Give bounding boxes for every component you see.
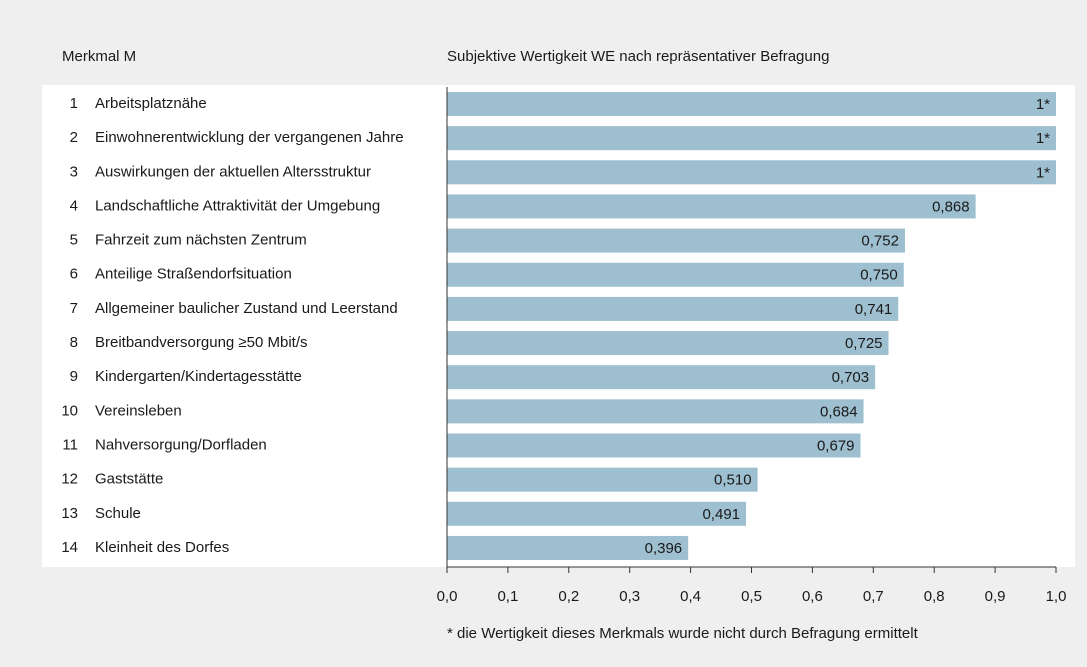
value-label: 0,752 [861, 233, 899, 250]
chart-title: Subjektive Wertigkeit WE nach repräsenta… [447, 48, 829, 65]
column-header: Merkmal M [62, 48, 136, 65]
category-label: Auswirkungen der aktuellen Altersstruktu… [95, 163, 371, 180]
bar [447, 535, 689, 560]
x-tick-label: 0,5 [741, 588, 762, 605]
row-number: 7 [70, 300, 78, 317]
bar [447, 467, 758, 492]
value-label: 0,510 [714, 472, 752, 489]
category-label: Breitbandversorgung ≥50 Mbit/s [95, 334, 308, 351]
bar [447, 399, 864, 424]
category-label: Allgemeiner baulicher Zustand und Leerst… [95, 300, 398, 317]
row-number: 5 [70, 232, 78, 249]
x-tick-label: 0,3 [619, 588, 640, 605]
panel [42, 85, 1075, 567]
value-label: 1* [1036, 96, 1050, 113]
x-tick-label: 0,0 [437, 588, 458, 605]
bar [447, 126, 1056, 151]
row-number: 2 [70, 129, 78, 146]
bar [447, 194, 976, 219]
value-label: 0,725 [845, 335, 883, 352]
bar [447, 433, 861, 458]
x-tick-label: 0,6 [802, 588, 823, 605]
row-number: 12 [61, 471, 78, 488]
value-label: 1* [1036, 164, 1050, 181]
footnote: * die Wertigkeit dieses Merkmals wurde n… [447, 625, 919, 642]
x-tick-label: 0,4 [680, 588, 701, 605]
row-number: 14 [61, 539, 78, 556]
row-number: 11 [62, 436, 78, 453]
bar [447, 92, 1056, 116]
row-number: 13 [61, 505, 78, 522]
row-number: 8 [70, 334, 78, 351]
category-label: Arbeitsplatznähe [95, 95, 207, 112]
bar [447, 228, 905, 253]
row-number: 4 [70, 197, 78, 214]
row-number: 1 [70, 95, 78, 112]
value-label: 0,679 [817, 437, 855, 454]
x-tick-label: 0,2 [558, 588, 579, 605]
category-label: Gaststätte [95, 471, 163, 488]
category-label: Anteilige Straßendorfsituation [95, 266, 292, 283]
bar [447, 296, 899, 321]
category-label: Schule [95, 505, 141, 522]
bar [447, 365, 876, 390]
bar [447, 501, 747, 526]
row-number: 3 [70, 163, 78, 180]
row-number: 10 [61, 402, 78, 419]
x-tick-label: 0,8 [924, 588, 945, 605]
x-tick-label: 1,0 [1046, 588, 1067, 605]
value-label: 0,868 [932, 198, 970, 215]
x-tick-label: 0,1 [497, 588, 518, 605]
category-label: Kindergarten/Kindertagesstätte [95, 368, 302, 385]
category-label: Fahrzeit zum nächsten Zentrum [95, 232, 307, 249]
bar [447, 331, 889, 356]
value-label: 0,703 [832, 369, 870, 386]
bar [447, 262, 904, 287]
category-label: Kleinheit des Dorfes [95, 539, 229, 556]
bar [447, 160, 1056, 185]
category-label: Nahversorgung/Dorfladen [95, 436, 267, 453]
x-tick-label: 0,7 [863, 588, 884, 605]
row-number: 6 [70, 266, 78, 283]
value-label: 0,741 [855, 301, 893, 318]
value-label: 0,684 [820, 403, 858, 420]
value-label: 0,396 [645, 540, 683, 557]
value-label: 1* [1036, 130, 1050, 147]
category-label: Landschaftliche Attraktivität der Umgebu… [95, 197, 380, 214]
category-label: Einwohnerentwicklung der vergangenen Jah… [95, 129, 404, 146]
x-tick-label: 0,9 [985, 588, 1006, 605]
value-label: 0,491 [702, 506, 740, 523]
value-label: 0,750 [860, 267, 898, 284]
row-number: 9 [70, 368, 78, 385]
category-label: Vereinsleben [95, 402, 182, 419]
